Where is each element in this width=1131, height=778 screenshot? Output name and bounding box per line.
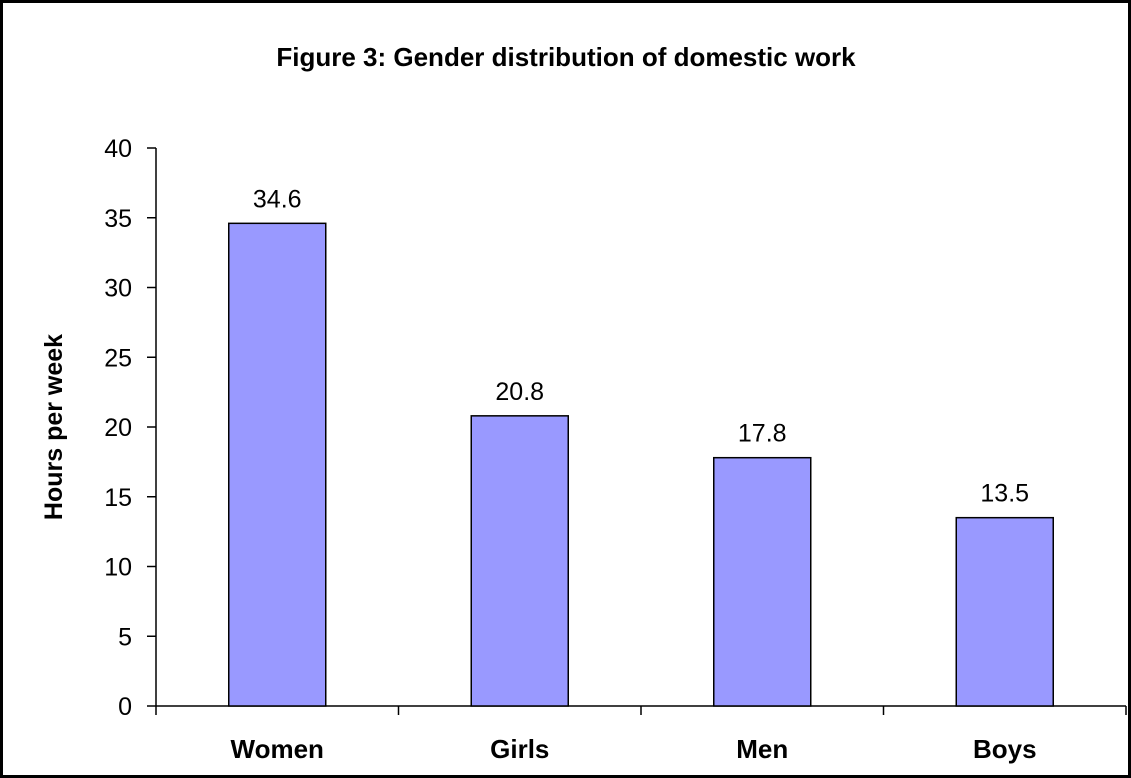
data-label-women: 34.6 [253,185,302,213]
data-label-men: 17.8 [738,420,787,448]
y-tick-label: 15 [104,484,132,512]
bar-women [228,222,327,707]
bars [228,222,1054,707]
y-axis: 0 5 10 15 20 25 30 35 40 [104,135,157,721]
x-tick-labels: Women Girls Men Boys [231,734,1037,764]
data-labels: 34.6 20.8 17.8 13.5 [253,185,1029,507]
x-tick-label-boys: Boys [973,734,1037,764]
x-tick-label-girls: Girls [490,734,549,764]
y-axis-label: Hours per week [40,334,68,520]
bar-men [713,456,812,707]
y-tick-label: 20 [104,414,132,442]
x-tick-label-men: Men [736,734,788,764]
x-tick-label-women: Women [231,734,324,764]
bar-girls [470,415,569,707]
y-tick-label: 40 [104,135,132,163]
bar-boys [955,516,1054,707]
chart-title: Figure 3: Gender distribution of domesti… [276,42,856,72]
data-label-boys: 13.5 [980,480,1029,508]
y-tick-label: 5 [118,623,132,651]
y-tick-label: 35 [104,205,132,233]
y-tick-label: 0 [118,693,132,721]
y-tick-label: 25 [104,344,132,372]
data-label-girls: 20.8 [495,378,544,406]
y-tick-label: 30 [104,275,132,303]
y-tick-label: 10 [104,554,132,582]
